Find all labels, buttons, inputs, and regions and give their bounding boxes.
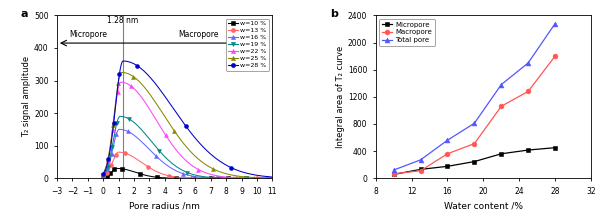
Macropore [390, 172, 397, 175]
Y-axis label: Integral area of T₂ curve: Integral area of T₂ curve [336, 46, 345, 148]
Macropore [497, 105, 505, 108]
Micropore [471, 160, 478, 163]
Micropore [444, 165, 451, 168]
Total pore [444, 139, 451, 141]
X-axis label: Water content /%: Water content /% [444, 201, 523, 210]
Micropore [551, 146, 559, 149]
Macropore [444, 152, 451, 155]
Total pore [417, 159, 424, 161]
Macropore [551, 55, 559, 57]
Total pore [551, 22, 559, 25]
Total pore [497, 83, 505, 86]
Text: b: b [331, 9, 338, 19]
Macropore [524, 90, 532, 93]
Total pore [471, 122, 478, 125]
Total pore [524, 62, 532, 64]
Text: a: a [20, 9, 28, 19]
Line: Micropore: Micropore [391, 145, 557, 177]
Y-axis label: T₂ signal amplitude: T₂ signal amplitude [22, 56, 31, 137]
Macropore [417, 169, 424, 172]
Micropore [417, 168, 424, 171]
X-axis label: Pore radius /nm: Pore radius /nm [129, 201, 200, 210]
Line: Macropore: Macropore [391, 54, 557, 176]
Text: 1.28 nm: 1.28 nm [107, 16, 139, 24]
Micropore [390, 173, 397, 176]
Line: Total pore: Total pore [391, 21, 557, 172]
Text: Macropore: Macropore [178, 30, 219, 39]
Text: Micropore: Micropore [69, 30, 107, 39]
Total pore [390, 169, 397, 171]
Legend: Micropore, Macropore, Total pore: Micropore, Macropore, Total pore [379, 19, 434, 46]
Legend: w=10 %, w=13 %, w=16 %, w=19 %, w=22 %, w=25 %, w=28 %: w=10 %, w=13 %, w=16 %, w=19 %, w=22 %, … [226, 18, 269, 71]
Macropore [471, 142, 478, 145]
Micropore [497, 152, 505, 155]
Micropore [524, 149, 532, 151]
